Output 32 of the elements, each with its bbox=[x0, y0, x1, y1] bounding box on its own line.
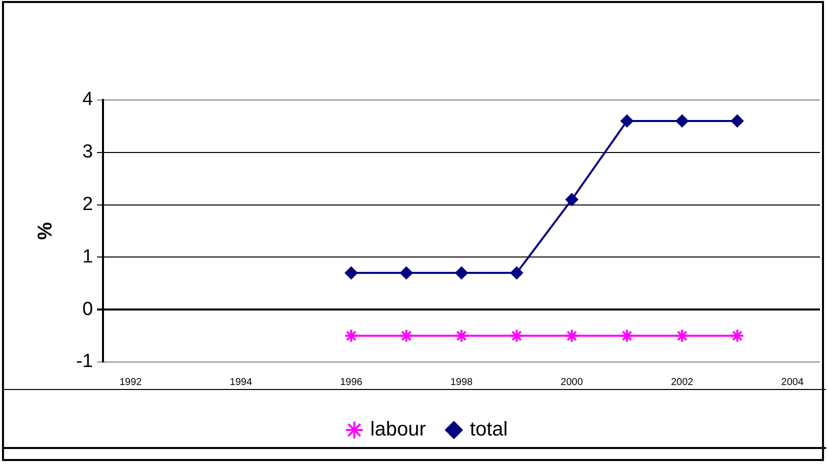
legend-label: total bbox=[470, 418, 508, 441]
point bbox=[620, 114, 634, 128]
point bbox=[730, 328, 744, 343]
x-tick-label: 2002 bbox=[670, 376, 694, 388]
y-tick-label: 3 bbox=[82, 142, 93, 163]
point bbox=[510, 266, 524, 280]
y-tick-label: 1 bbox=[82, 246, 93, 268]
y-axis-title: % bbox=[34, 222, 57, 240]
y-tick-label: 0 bbox=[82, 298, 93, 320]
point bbox=[620, 328, 634, 343]
point bbox=[564, 328, 579, 343]
point bbox=[730, 114, 744, 128]
x-tick-label: 2004 bbox=[781, 376, 804, 388]
point bbox=[344, 266, 358, 280]
point bbox=[455, 266, 468, 280]
legend-label: labour bbox=[370, 418, 426, 441]
x-tick-label: 2000 bbox=[560, 376, 584, 388]
point bbox=[676, 114, 689, 128]
x-tick-label: 1996 bbox=[340, 376, 363, 388]
x-tick-label: 1992 bbox=[119, 376, 142, 388]
y-tick-label: 4 bbox=[82, 89, 94, 110]
y-tick-label: 2 bbox=[82, 194, 93, 216]
y-tick-label: -1 bbox=[76, 351, 93, 372]
point bbox=[510, 328, 524, 343]
point bbox=[399, 328, 414, 343]
x-tick-label: 1998 bbox=[450, 376, 474, 388]
point bbox=[565, 193, 578, 206]
x-tick-label: 1994 bbox=[230, 376, 252, 388]
point bbox=[344, 328, 358, 343]
point bbox=[400, 266, 413, 280]
point bbox=[454, 328, 468, 343]
point bbox=[675, 328, 690, 343]
